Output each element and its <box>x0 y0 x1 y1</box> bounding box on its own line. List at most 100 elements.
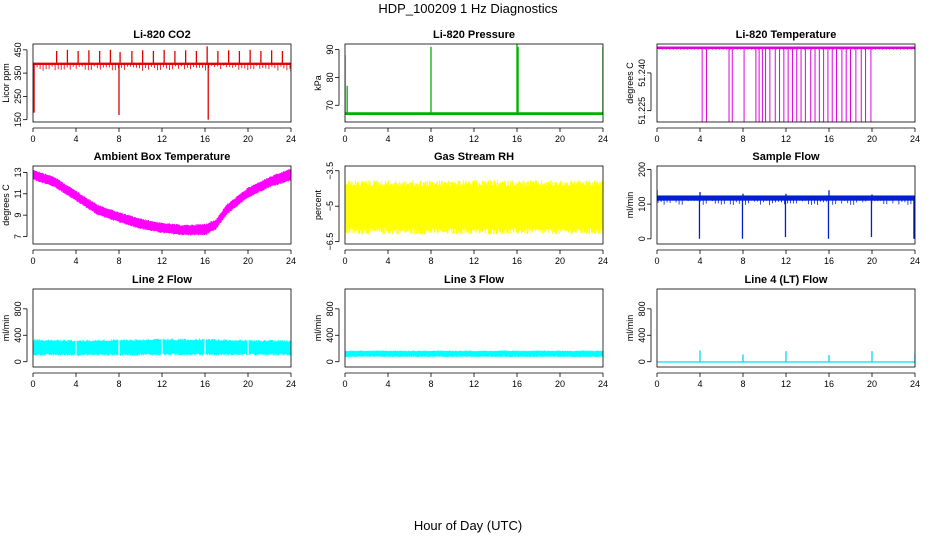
y-tick-label: 400 <box>325 328 335 343</box>
plot-area-8 <box>657 350 915 363</box>
x-tick-label: 12 <box>781 134 791 144</box>
y-tick-label: −5 <box>325 201 335 211</box>
x-tick-label: 8 <box>116 134 121 144</box>
x-tick-label: 12 <box>469 256 479 266</box>
y-tick-label: 150 <box>13 112 23 127</box>
x-tick-label: 20 <box>555 134 565 144</box>
x-tick-label: 20 <box>243 134 253 144</box>
y-label-8: ml/min <box>625 315 635 342</box>
x-tick-label: 20 <box>555 379 565 389</box>
y-tick-label: 350 <box>13 66 23 81</box>
panel-frame-3 <box>32 165 292 245</box>
panel-frame-8 <box>656 288 916 368</box>
y-tick-label: 400 <box>637 328 647 343</box>
x-tick-label: 0 <box>342 134 347 144</box>
series-baseline-8 <box>657 361 915 363</box>
x-tick-label: 8 <box>428 379 433 389</box>
panel-7: Line 3 Flow ml/min 0 4 8 12 16 20 24 0 400 800 <box>313 274 608 389</box>
x-tick-label: 0 <box>30 256 35 266</box>
x-tick-label: 0 <box>654 256 659 266</box>
x-tick-label: 20 <box>867 379 877 389</box>
panel-4: Gas Stream RH percent 0 4 8 12 16 20 24 −6.5 −5 −3.… <box>313 151 608 266</box>
series-baseline-0 <box>33 62 291 65</box>
y-tick-label: 200 <box>637 162 647 177</box>
x-tick-label: 24 <box>598 379 608 389</box>
y-tick-label: 51.240 <box>637 59 647 87</box>
panel-6: Line 2 Flow ml/min 0 4 8 12 16 20 24 0 400 800 <box>1 274 296 389</box>
y-tick-label: 400 <box>13 328 23 343</box>
y-tick-label: 0 <box>637 359 647 364</box>
x-tick-label: 24 <box>286 134 296 144</box>
y-label-0: Licor ppm <box>1 63 11 103</box>
x-axis-label: Hour of Day (UTC) <box>413 518 523 533</box>
series-fill-7 <box>345 350 603 358</box>
panel-8: Line 4 (LT) Flow ml/min 0 4 8 12 16 20 24 0 400 800 <box>625 274 920 389</box>
x-tick-label: 8 <box>740 256 745 266</box>
series-fringe <box>658 47 915 50</box>
x-tick-label: 20 <box>555 256 565 266</box>
y-tick-label: 800 <box>13 301 23 316</box>
panel-frame-7 <box>344 288 604 368</box>
series-fill-4 <box>345 180 603 235</box>
y-label-5: ml/min <box>625 192 635 219</box>
x-tick-label: 24 <box>910 256 920 266</box>
y-tick-label: 0 <box>13 359 23 364</box>
x-tick-label: 4 <box>385 379 390 389</box>
x-tick-label: 16 <box>824 256 834 266</box>
y-tick-label: 9 <box>13 213 23 218</box>
x-tick-label: 8 <box>428 256 433 266</box>
series-baseline-1 <box>345 112 603 116</box>
plot-area-7 <box>345 350 603 358</box>
x-tick-label: 8 <box>428 134 433 144</box>
x-tick-label: 16 <box>200 379 210 389</box>
plot-area-1 <box>345 44 603 116</box>
x-tick-label: 20 <box>867 256 877 266</box>
y-label-4: percent <box>313 189 323 220</box>
x-tick-label: 12 <box>157 256 167 266</box>
x-tick-label: 20 <box>243 379 253 389</box>
x-tick-label: 12 <box>157 134 167 144</box>
y-tick-label: 100 <box>637 197 647 212</box>
x-tick-label: 12 <box>469 134 479 144</box>
plot-area-2 <box>657 46 915 122</box>
panel-title-7: Line 3 Flow <box>444 274 504 286</box>
x-tick-label: 8 <box>740 134 745 144</box>
x-tick-label: 4 <box>697 379 702 389</box>
plot-area-3 <box>33 168 291 236</box>
plot-area-4 <box>345 180 603 235</box>
y-tick-label: 450 <box>13 42 23 57</box>
x-tick-label: 16 <box>824 379 834 389</box>
x-tick-label: 4 <box>385 134 390 144</box>
x-tick-label: 0 <box>342 256 347 266</box>
y-tick-label: 51.225 <box>637 97 647 125</box>
y-label-6: ml/min <box>1 315 11 342</box>
y-tick-label: 90 <box>325 45 335 55</box>
y-tick-label: 0 <box>325 359 335 364</box>
panel-3: Ambient Box Temperature degrees C 0 4 8 12 16 2… <box>1 151 296 266</box>
series-fill-3 <box>33 168 291 236</box>
plot-area-6 <box>33 336 291 356</box>
series-fringe <box>657 198 915 206</box>
panel-frame-5 <box>656 165 916 245</box>
x-tick-label: 24 <box>286 256 296 266</box>
series-baseline-2 <box>657 46 915 50</box>
x-tick-label: 8 <box>116 379 121 389</box>
x-tick-label: 4 <box>73 379 78 389</box>
x-tick-label: 24 <box>598 134 608 144</box>
panel-5: Sample Flow ml/min 0 4 8 12 16 20 24 0 100 200 <box>625 151 920 266</box>
x-tick-label: 4 <box>73 134 78 144</box>
panel-title-0: Li-820 CO2 <box>133 29 190 41</box>
panel-title-4: Gas Stream RH <box>434 151 514 163</box>
x-tick-label: 0 <box>654 134 659 144</box>
y-tick-label: 250 <box>13 89 23 104</box>
x-tick-label: 8 <box>116 256 121 266</box>
x-tick-label: 20 <box>243 256 253 266</box>
x-tick-label: 16 <box>200 256 210 266</box>
plot-area-0 <box>33 46 291 120</box>
y-tick-label: 70 <box>325 100 335 110</box>
y-label-7: ml/min <box>313 315 323 342</box>
plot-area-5 <box>657 190 915 239</box>
panel-frame-2 <box>656 43 916 123</box>
panel-frame-6 <box>32 288 292 368</box>
